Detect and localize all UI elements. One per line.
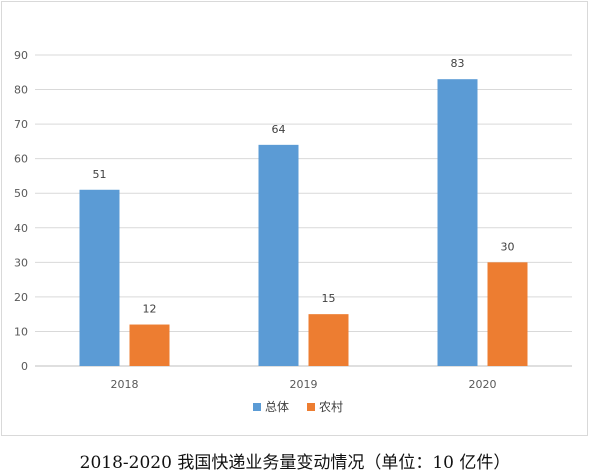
legend-swatch-1 [307, 403, 315, 411]
data-label: 51 [93, 168, 107, 181]
x-tick-label: 2020 [469, 378, 497, 391]
bar-chart: 0 10 20 30 40 50 60 70 80 90 51 12 2018 64 15 2019 83 30 2… [14, 49, 572, 414]
y-tick-label: 60 [14, 153, 28, 166]
chart-caption: 2018-2020 我国快递业务量变动情况（单位：10 亿件） [79, 453, 511, 473]
y-tick-label: 10 [14, 325, 28, 338]
y-tick-label: 30 [14, 256, 28, 269]
bar-2019-series-0 [258, 144, 299, 366]
data-label: 30 [501, 240, 515, 253]
data-label: 64 [272, 123, 286, 136]
y-tick-label: 40 [14, 222, 28, 235]
y-tick-label: 0 [21, 360, 28, 373]
bar-2019-series-1 [308, 314, 349, 366]
legend-label-1: 农村 [319, 400, 343, 414]
bar-2018-series-1 [129, 324, 170, 366]
x-tick-label: 2019 [290, 378, 318, 391]
bar-2018-series-0 [79, 189, 120, 366]
y-tick-label: 50 [14, 187, 28, 200]
bar-2020-series-1 [487, 262, 528, 366]
x-tick-label: 2018 [111, 378, 139, 391]
data-label: 83 [451, 57, 465, 70]
y-tick-label: 90 [14, 49, 28, 62]
data-label: 12 [143, 303, 157, 316]
legend-swatch-0 [253, 403, 261, 411]
bar-2020-series-0 [437, 79, 478, 366]
data-label: 15 [322, 292, 336, 305]
y-tick-label: 70 [14, 118, 28, 131]
legend-label-0: 总体 [265, 400, 289, 414]
y-tick-label: 20 [14, 291, 28, 304]
y-tick-label: 80 [14, 84, 28, 97]
